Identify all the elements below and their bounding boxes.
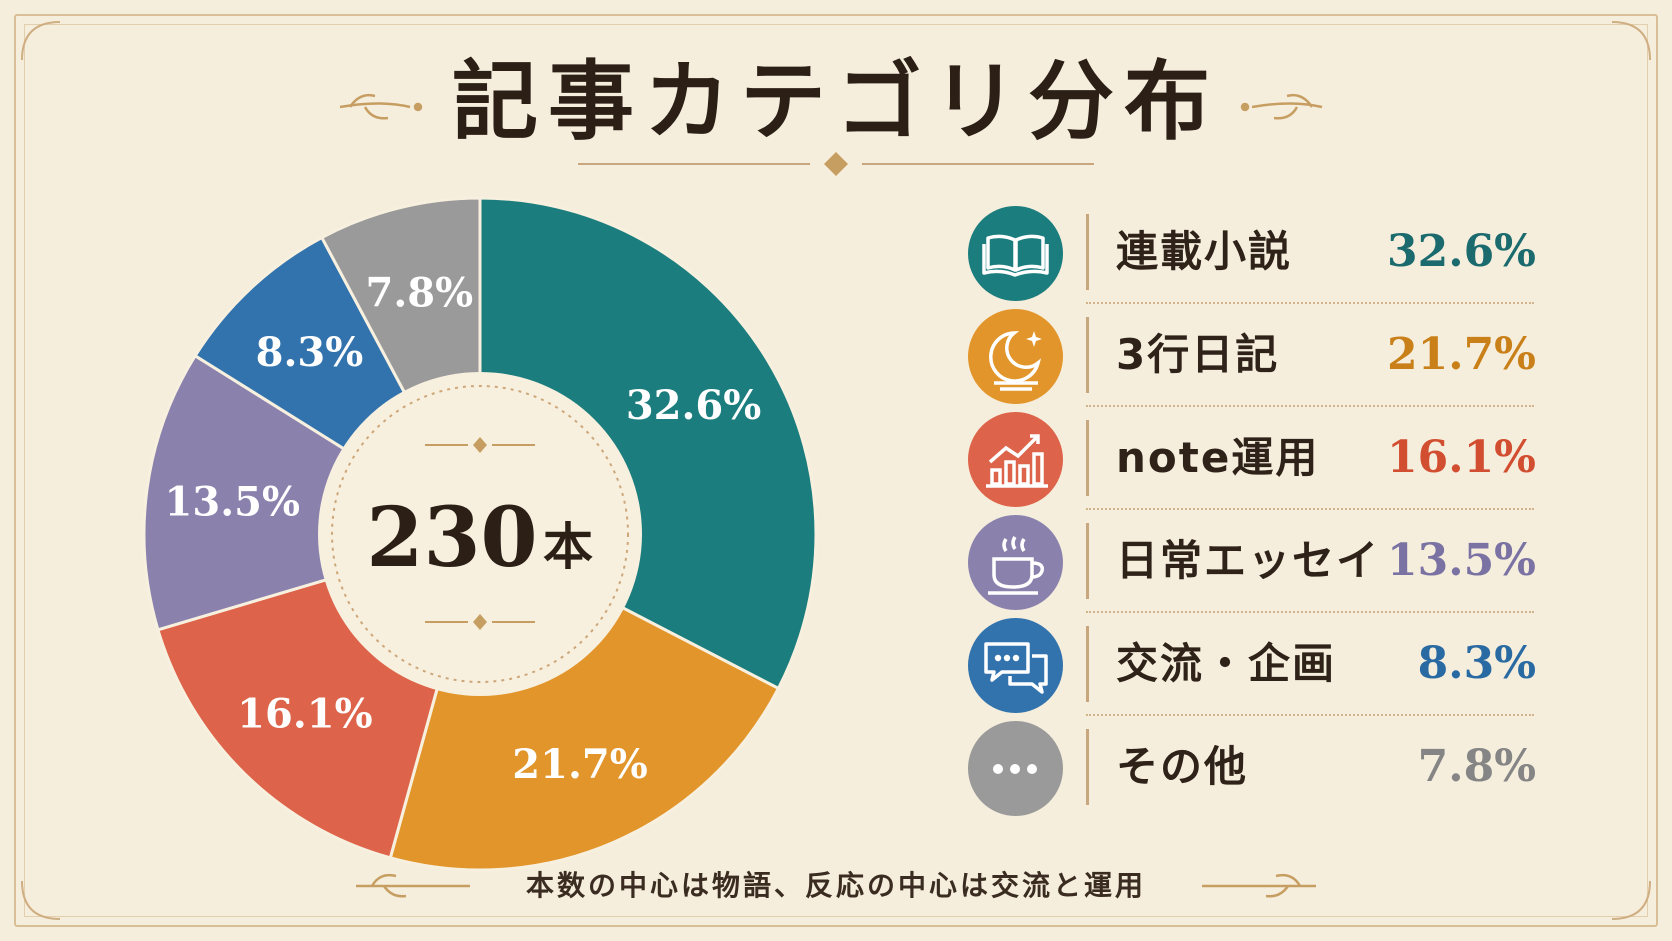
- legend-separator: [1086, 214, 1089, 290]
- legend-item-serial-novel: 連載小説 32.6%: [960, 200, 1560, 304]
- legend-label: 交流・企画: [1116, 639, 1337, 688]
- subtitle-flourish-right-icon: [1202, 873, 1316, 898]
- legend-divider: [1086, 405, 1534, 407]
- more-dots-icon: [968, 721, 1063, 816]
- legend-item-exchange-project: 交流・企画 8.3%: [960, 612, 1560, 716]
- donut-hole-ring: [331, 385, 629, 683]
- flourish-right-icon: [1240, 93, 1323, 120]
- growth-chart-icon: [968, 412, 1063, 507]
- slice-label: 32.6%: [626, 382, 761, 429]
- legend: 連載小説 32.6% 3行日記 21.7% note運用 16.1%: [960, 200, 1560, 818]
- chart-subtitle: 本数の中心は物語、反応の中心は交流と運用: [525, 869, 1146, 902]
- legend-label: その他: [1116, 742, 1249, 791]
- slice-label: 13.5%: [165, 478, 300, 525]
- legend-item-note-operation: note運用 16.1%: [960, 406, 1560, 510]
- center-ornament-bottom-icon: [473, 614, 487, 630]
- center-unit: 本: [543, 518, 593, 576]
- legend-separator: [1086, 523, 1089, 599]
- legend-value: 21.7%: [1387, 329, 1536, 380]
- legend-label: 3行日記: [1116, 330, 1280, 379]
- diamond-ornament-icon: [824, 152, 848, 176]
- subtitle-flourish-left-icon: [356, 873, 470, 898]
- legend-divider: [1086, 508, 1534, 510]
- legend-divider: [1086, 611, 1534, 613]
- legend-label: 日常エッセイ: [1116, 536, 1381, 585]
- moon-icon: [968, 309, 1063, 404]
- inner-frame: [24, 24, 1648, 917]
- legend-value: 32.6%: [1387, 226, 1536, 277]
- legend-separator: [1086, 420, 1089, 496]
- slice-label: 8.3%: [256, 329, 364, 376]
- donut-hole: [318, 372, 642, 696]
- legend-item-daily-essay: 日常エッセイ 13.5%: [960, 509, 1560, 613]
- slice-label: 21.7%: [512, 741, 647, 788]
- chart-title: 記事カテゴリ分布: [452, 51, 1220, 152]
- legend-separator: [1086, 729, 1089, 805]
- legend-value: 16.1%: [1387, 432, 1536, 483]
- legend-item-three-line-diary: 3行日記 21.7%: [960, 303, 1560, 407]
- coffee-cup-icon: [968, 515, 1063, 610]
- corner-ornament-icon: [21, 21, 1651, 920]
- center-ornament-top-icon: [473, 437, 487, 453]
- legend-divider: [1086, 302, 1534, 304]
- slice-label: 16.1%: [237, 690, 372, 737]
- legend-separator: [1086, 317, 1089, 393]
- flourish-left-icon: [339, 93, 423, 120]
- chat-bubbles-icon: [968, 618, 1063, 713]
- open-book-icon: [968, 206, 1063, 301]
- legend-item-other: その他 7.8%: [960, 715, 1560, 818]
- slice-label: 7.8%: [366, 269, 474, 316]
- legend-value: 7.8%: [1417, 741, 1536, 792]
- legend-value: 8.3%: [1417, 638, 1536, 689]
- legend-value: 13.5%: [1387, 535, 1536, 586]
- pie-slice: [142, 353, 484, 632]
- center-total: 230: [366, 490, 537, 586]
- legend-label: 連載小説: [1116, 227, 1293, 276]
- legend-label: note運用: [1116, 433, 1320, 482]
- legend-separator: [1086, 626, 1089, 702]
- legend-divider: [1086, 714, 1534, 716]
- donut-chart: 32.6% 21.7% 16.1% 13.5% 8.3%7.8% 230 本: [142, 196, 818, 872]
- outer-frame: [14, 14, 1658, 927]
